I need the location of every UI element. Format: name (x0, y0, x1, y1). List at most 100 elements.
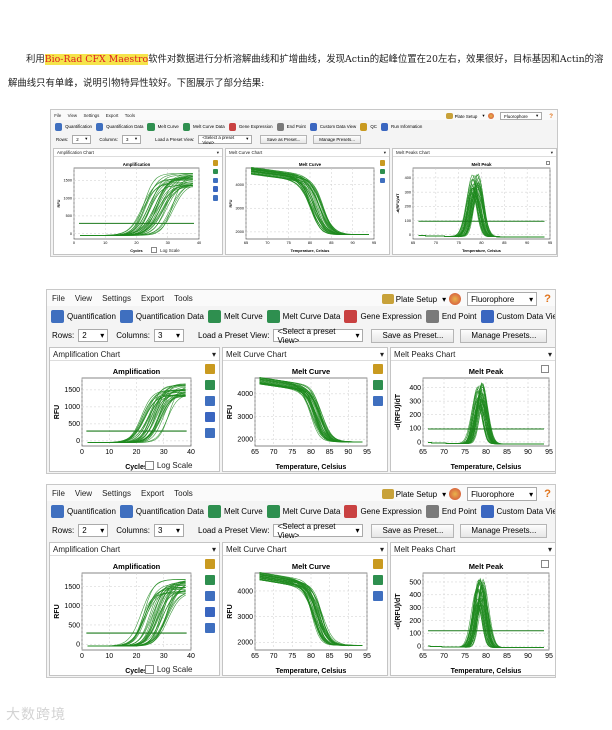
panel-header-select[interactable]: Melt Peaks Chart ▾ (391, 348, 555, 361)
toolbar-gene-expression-button[interactable]: Gene Expression (228, 123, 273, 131)
toolbar-gene-expression-button[interactable]: Gene Expression (344, 505, 422, 518)
copy-icon[interactable] (373, 559, 383, 569)
copy-icon[interactable] (373, 364, 383, 374)
menu-export[interactable]: Export (105, 112, 119, 118)
copy-icon[interactable] (205, 559, 215, 569)
panel-header-select[interactable]: Melt Curve Chart ▾ (226, 149, 389, 157)
menu-file[interactable]: File (54, 112, 62, 118)
copy-icon[interactable] (212, 160, 219, 166)
export-icon[interactable] (205, 575, 215, 585)
plate-setup-button[interactable]: Plate Setup (455, 114, 478, 119)
log-scale-checkbox[interactable]: Log Scale (151, 247, 180, 253)
menu-file[interactable]: File (52, 293, 65, 303)
columns-select[interactable]: 3 ▾ (154, 524, 185, 537)
settings-icon[interactable] (205, 591, 215, 601)
preset-select[interactable]: <Select a preset View> ▾ (273, 522, 364, 540)
toolbar-quantification-button[interactable]: Quantification (51, 505, 116, 518)
columns-select[interactable]: 3 ▾ (121, 135, 142, 144)
toolbar-end-point-button[interactable]: End Point (425, 310, 477, 323)
toolbar-quantification-data-button[interactable]: Quantification Data (119, 310, 204, 323)
settings-icon[interactable] (379, 177, 386, 184)
toolbar-custom-data-view-button[interactable]: Custom Data View (309, 123, 356, 131)
rows-select[interactable]: 2 ▾ (72, 135, 92, 144)
toolbar-quantification-button[interactable]: Quantification (51, 310, 116, 323)
copy-icon[interactable] (541, 560, 549, 568)
preset-select[interactable]: <Select a preset View> ▾ (198, 135, 253, 145)
export-icon[interactable] (373, 575, 383, 585)
log-scale-checkbox[interactable]: Log Scale (144, 665, 192, 674)
copy-icon[interactable] (545, 161, 550, 166)
log-scale-checkbox[interactable]: Log Scale (144, 461, 192, 470)
export-icon[interactable] (373, 380, 383, 390)
panel-header-select[interactable]: Melt Curve Chart ▾ (223, 348, 387, 361)
toolbar-run-information-button[interactable]: Run Information (380, 123, 422, 131)
save-preset-button[interactable]: Save as Preset... (371, 523, 455, 538)
save-preset-button[interactable]: Save as Preset... (371, 328, 455, 343)
palette-icon[interactable] (205, 607, 215, 617)
help-icon[interactable]: ? (544, 293, 551, 305)
fluorophore-select[interactable]: Fluorophore ▾ (467, 292, 538, 306)
settings-icon[interactable] (205, 396, 215, 406)
export-icon[interactable] (205, 380, 215, 390)
rows-select[interactable]: 2 ▾ (78, 329, 109, 342)
toolbar-melt-curve-button[interactable]: Melt Curve (207, 505, 263, 518)
plate-setup-button[interactable]: Plate Setup (396, 295, 437, 304)
manage-presets-button[interactable]: Manage Presets... (312, 135, 362, 144)
menu-view[interactable]: View (74, 293, 93, 303)
menu-settings[interactable]: Settings (83, 112, 100, 118)
settings-icon[interactable] (373, 591, 383, 601)
panel-header-select[interactable]: Melt Curve Chart ▾ (223, 543, 387, 556)
export-icon[interactable] (379, 168, 386, 175)
menu-export[interactable]: Export (141, 293, 165, 303)
copy-icon[interactable] (379, 160, 386, 166)
trend-icon[interactable] (205, 623, 215, 633)
manage-presets-button[interactable]: Manage Presets... (460, 328, 548, 343)
toolbar-melt-curve-data-button[interactable]: Melt Curve Data (266, 505, 340, 518)
palette-icon[interactable] (212, 186, 219, 192)
toolbar-custom-data-view-button[interactable]: Custom Data View (480, 505, 555, 518)
toolbar-melt-curve-button[interactable]: Melt Curve (147, 123, 179, 131)
toolbar-end-point-button[interactable]: End Point (425, 505, 477, 518)
toolbar-melt-curve-data-button[interactable]: Melt Curve Data (266, 310, 340, 323)
menu-tools[interactable]: Tools (174, 293, 193, 303)
menu-tools[interactable]: Tools (174, 488, 193, 498)
menu-settings[interactable]: Settings (102, 293, 131, 303)
panel-header-select[interactable]: Melt Peaks Chart ▾ (393, 149, 556, 157)
fluorophore-select[interactable]: Fluorophore ▾ (500, 111, 543, 121)
toolbar-melt-curve-button[interactable]: Melt Curve (207, 310, 263, 323)
copy-icon[interactable] (541, 365, 549, 373)
export-icon[interactable] (212, 168, 219, 175)
toolbar-quantification-button[interactable]: Quantification (55, 123, 92, 131)
rows-select[interactable]: 2 ▾ (78, 524, 109, 537)
save-preset-button[interactable]: Save as Preset... (260, 135, 307, 144)
menu-view[interactable]: View (74, 488, 93, 498)
menu-file[interactable]: File (52, 488, 65, 498)
help-icon[interactable]: ? (544, 488, 551, 500)
menu-export[interactable]: Export (141, 488, 165, 498)
settings-icon[interactable] (212, 177, 219, 184)
palette-icon[interactable] (205, 412, 215, 422)
manage-presets-button[interactable]: Manage Presets... (460, 523, 548, 538)
panel-header-select[interactable]: Amplification Chart ▾ (54, 149, 222, 157)
toolbar-melt-curve-data-button[interactable]: Melt Curve Data (182, 123, 225, 131)
copy-icon[interactable] (205, 364, 215, 374)
preset-select[interactable]: <Select a preset View> ▾ (273, 327, 364, 345)
menu-view[interactable]: View (67, 112, 78, 118)
toolbar-gene-expression-button[interactable]: Gene Expression (344, 310, 422, 323)
toolbar-quantification-data-button[interactable]: Quantification Data (96, 123, 143, 131)
toolbar-end-point-button[interactable]: End Point (276, 123, 306, 131)
settings-icon[interactable] (373, 396, 383, 406)
trend-icon[interactable] (212, 195, 219, 201)
toolbar-custom-data-view-button[interactable]: Custom Data View (480, 310, 555, 323)
trend-icon[interactable] (205, 428, 215, 438)
columns-select[interactable]: 3 ▾ (154, 329, 185, 342)
panel-header-select[interactable]: Amplification Chart ▾ (50, 543, 219, 556)
toolbar-qc-button[interactable]: QC (360, 123, 377, 131)
menu-tools[interactable]: Tools (124, 112, 136, 118)
plate-setup-button[interactable]: Plate Setup (396, 490, 437, 499)
toolbar-quantification-data-button[interactable]: Quantification Data (119, 505, 204, 518)
fluorophore-select[interactable]: Fluorophore ▾ (467, 487, 538, 501)
panel-header-select[interactable]: Melt Peaks Chart ▾ (391, 543, 555, 556)
panel-header-select[interactable]: Amplification Chart ▾ (50, 348, 219, 361)
help-icon[interactable]: ? (549, 112, 553, 120)
